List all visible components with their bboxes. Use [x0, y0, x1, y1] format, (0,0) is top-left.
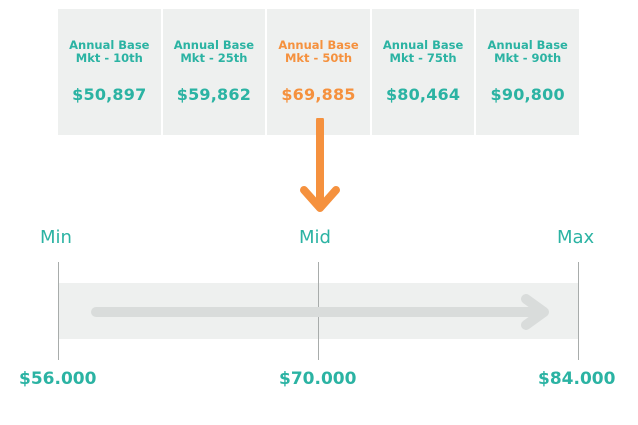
percentile-label: Annual Base Mkt - 90th [487, 38, 568, 65]
percentile-cell-75th: Annual Base Mkt - 75th $80,464 [371, 9, 475, 135]
percentile-label: Annual Base Mkt - 75th [382, 38, 464, 65]
percentile-value: $80,464 [385, 85, 461, 104]
min-marker-line [58, 262, 59, 360]
min-label: Min [40, 227, 72, 248]
mid-label: Mid [299, 227, 331, 248]
percentile-cell-25th: Annual Base Mkt - 25th $59,862 [162, 9, 266, 135]
percentile-value: $69,885 [281, 85, 356, 104]
mid-value: $70.000 [279, 369, 357, 389]
percentile-value: $59,862 [176, 85, 252, 104]
percentile-cell-90th: Annual Base Mkt - 90th $90,800 [476, 9, 579, 135]
percentile-table: Annual Base Mkt - 10th $50,897 Annual Ba… [58, 9, 579, 135]
max-marker-line [578, 262, 579, 360]
percentile-cell-50th: Annual Base Mkt - 50th $69,885 [267, 9, 370, 135]
arrow-right-icon [91, 294, 549, 330]
max-value: $84.000 [538, 369, 616, 389]
percentile-label: Annual Base Mkt - 10th [69, 38, 150, 65]
arrow-down-icon [300, 118, 340, 212]
percentile-label: Annual Base Mkt - 25th [173, 38, 255, 65]
percentile-label: Annual Base Mkt - 50th [278, 38, 359, 65]
min-value: $56.000 [19, 369, 97, 389]
max-label: Max [557, 227, 595, 248]
percentile-cell-10th: Annual Base Mkt - 10th $50,897 [58, 9, 161, 135]
percentile-value: $50,897 [72, 85, 147, 104]
percentile-value: $90,800 [490, 85, 565, 104]
